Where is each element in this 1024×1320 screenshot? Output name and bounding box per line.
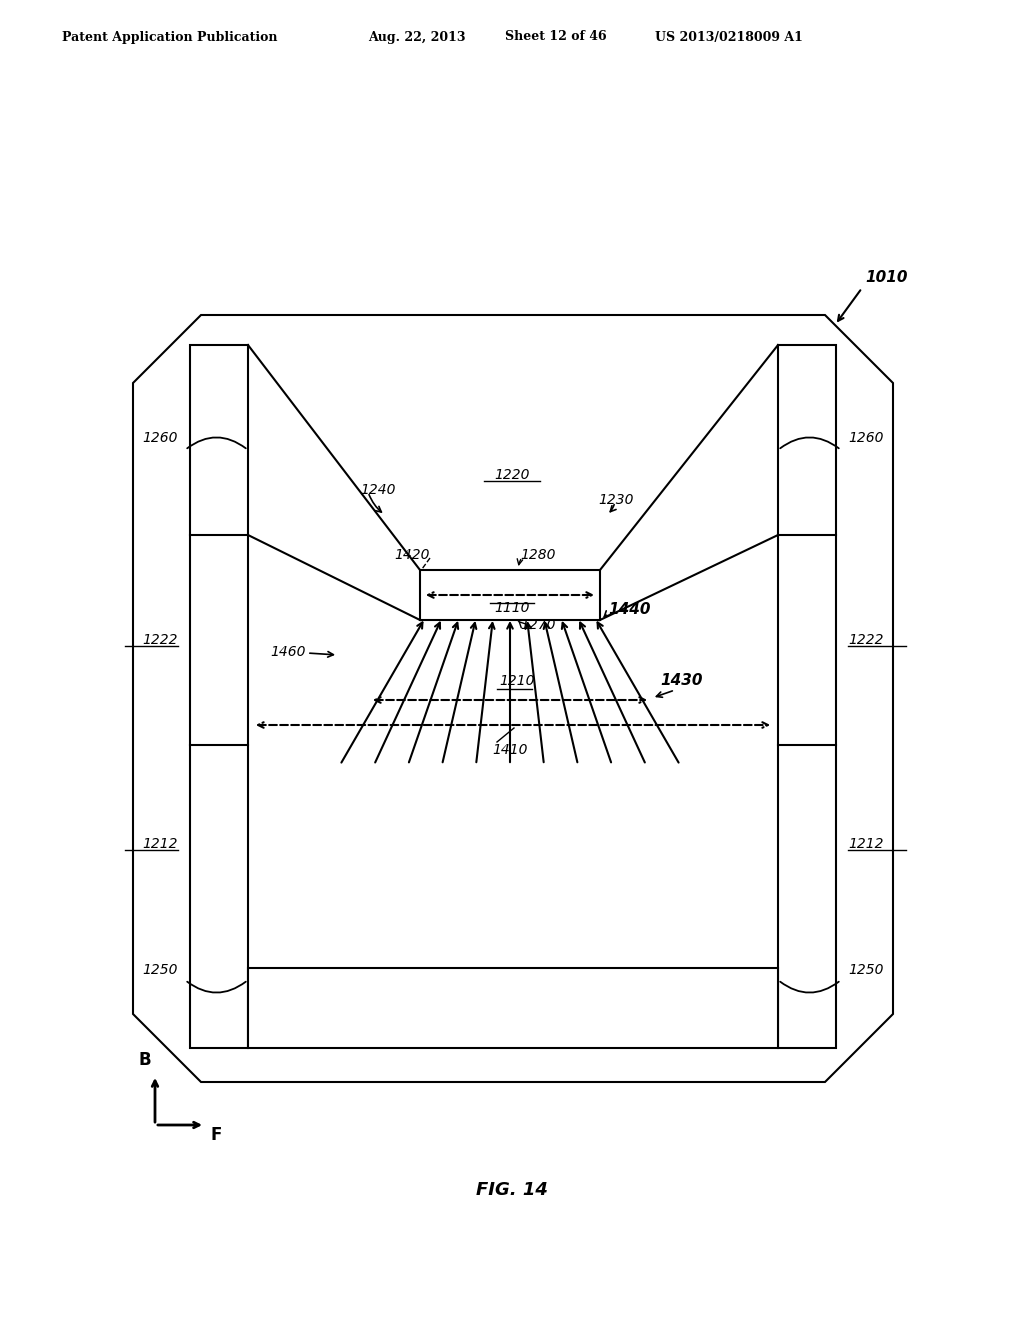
Text: 1250: 1250 bbox=[848, 964, 884, 977]
Text: 1410: 1410 bbox=[492, 743, 527, 756]
Text: Sheet 12 of 46: Sheet 12 of 46 bbox=[505, 30, 606, 44]
Text: US 2013/0218009 A1: US 2013/0218009 A1 bbox=[655, 30, 803, 44]
Text: 1230: 1230 bbox=[598, 492, 634, 507]
Text: 1110: 1110 bbox=[495, 601, 529, 615]
Text: Patent Application Publication: Patent Application Publication bbox=[62, 30, 278, 44]
Text: 1260: 1260 bbox=[848, 432, 884, 445]
Text: 1460: 1460 bbox=[270, 645, 306, 659]
Text: 1420: 1420 bbox=[394, 548, 430, 562]
Text: F: F bbox=[211, 1126, 222, 1144]
Text: 1222: 1222 bbox=[848, 634, 884, 647]
Text: FIG. 14: FIG. 14 bbox=[476, 1181, 548, 1199]
Bar bbox=[778, 345, 836, 1048]
Bar bbox=[248, 968, 778, 1048]
Text: 1240: 1240 bbox=[360, 483, 395, 498]
Bar bbox=[190, 345, 248, 1048]
Text: 1270: 1270 bbox=[520, 618, 555, 632]
Text: 1212: 1212 bbox=[848, 837, 884, 851]
Text: 1212: 1212 bbox=[142, 837, 178, 851]
Text: 1250: 1250 bbox=[142, 964, 178, 977]
Text: 1222: 1222 bbox=[142, 634, 178, 647]
Text: B: B bbox=[138, 1051, 152, 1069]
Text: 1280: 1280 bbox=[520, 548, 555, 562]
Text: 1260: 1260 bbox=[142, 432, 178, 445]
Text: Aug. 22, 2013: Aug. 22, 2013 bbox=[368, 30, 466, 44]
Text: 1010: 1010 bbox=[865, 271, 907, 285]
Bar bbox=[420, 570, 600, 620]
Text: 1430: 1430 bbox=[660, 673, 702, 688]
Text: 1210: 1210 bbox=[500, 675, 535, 688]
Text: 1220: 1220 bbox=[495, 469, 529, 482]
Text: 1440: 1440 bbox=[608, 602, 650, 618]
